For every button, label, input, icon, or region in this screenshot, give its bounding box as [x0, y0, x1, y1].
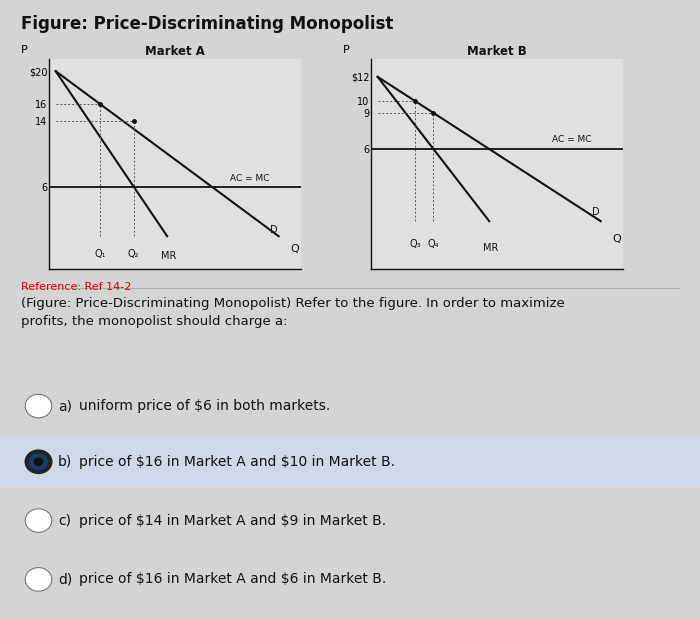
- Y-axis label: P: P: [20, 45, 27, 54]
- Text: price of $16 in Market A and $6 in Market B.: price of $16 in Market A and $6 in Marke…: [79, 573, 386, 586]
- Text: D: D: [592, 207, 599, 217]
- Title: Market B: Market B: [467, 45, 527, 58]
- Text: price of $16 in Market A and $10 in Market B.: price of $16 in Market A and $10 in Mark…: [79, 455, 395, 469]
- Text: AC = MC: AC = MC: [552, 135, 591, 144]
- Text: Reference: Ref 14-2: Reference: Ref 14-2: [21, 282, 132, 292]
- Text: d): d): [58, 573, 72, 586]
- Text: Q: Q: [612, 234, 621, 245]
- Text: uniform price of $6 in both markets.: uniform price of $6 in both markets.: [79, 399, 330, 413]
- Text: Q₄: Q₄: [428, 239, 439, 249]
- Title: Market A: Market A: [145, 45, 205, 58]
- Text: D: D: [270, 225, 277, 235]
- Text: MR: MR: [482, 243, 498, 253]
- Text: Q₁: Q₁: [94, 249, 106, 259]
- Text: (Figure: Price-Discriminating Monopolist) Refer to the figure. In order to maxim: (Figure: Price-Discriminating Monopolist…: [21, 297, 565, 328]
- Text: AC = MC: AC = MC: [230, 175, 269, 183]
- Text: price of $14 in Market A and $9 in Market B.: price of $14 in Market A and $9 in Marke…: [79, 514, 386, 527]
- Text: b): b): [58, 455, 72, 469]
- Text: a): a): [58, 399, 72, 413]
- Y-axis label: P: P: [342, 45, 349, 54]
- Text: Figure: Price-Discriminating Monopolist: Figure: Price-Discriminating Monopolist: [21, 15, 393, 33]
- Text: Q₂: Q₂: [128, 249, 139, 259]
- Text: c): c): [58, 514, 71, 527]
- Text: Q₃: Q₃: [409, 239, 421, 249]
- Text: MR: MR: [160, 251, 176, 261]
- Text: Q: Q: [290, 244, 299, 254]
